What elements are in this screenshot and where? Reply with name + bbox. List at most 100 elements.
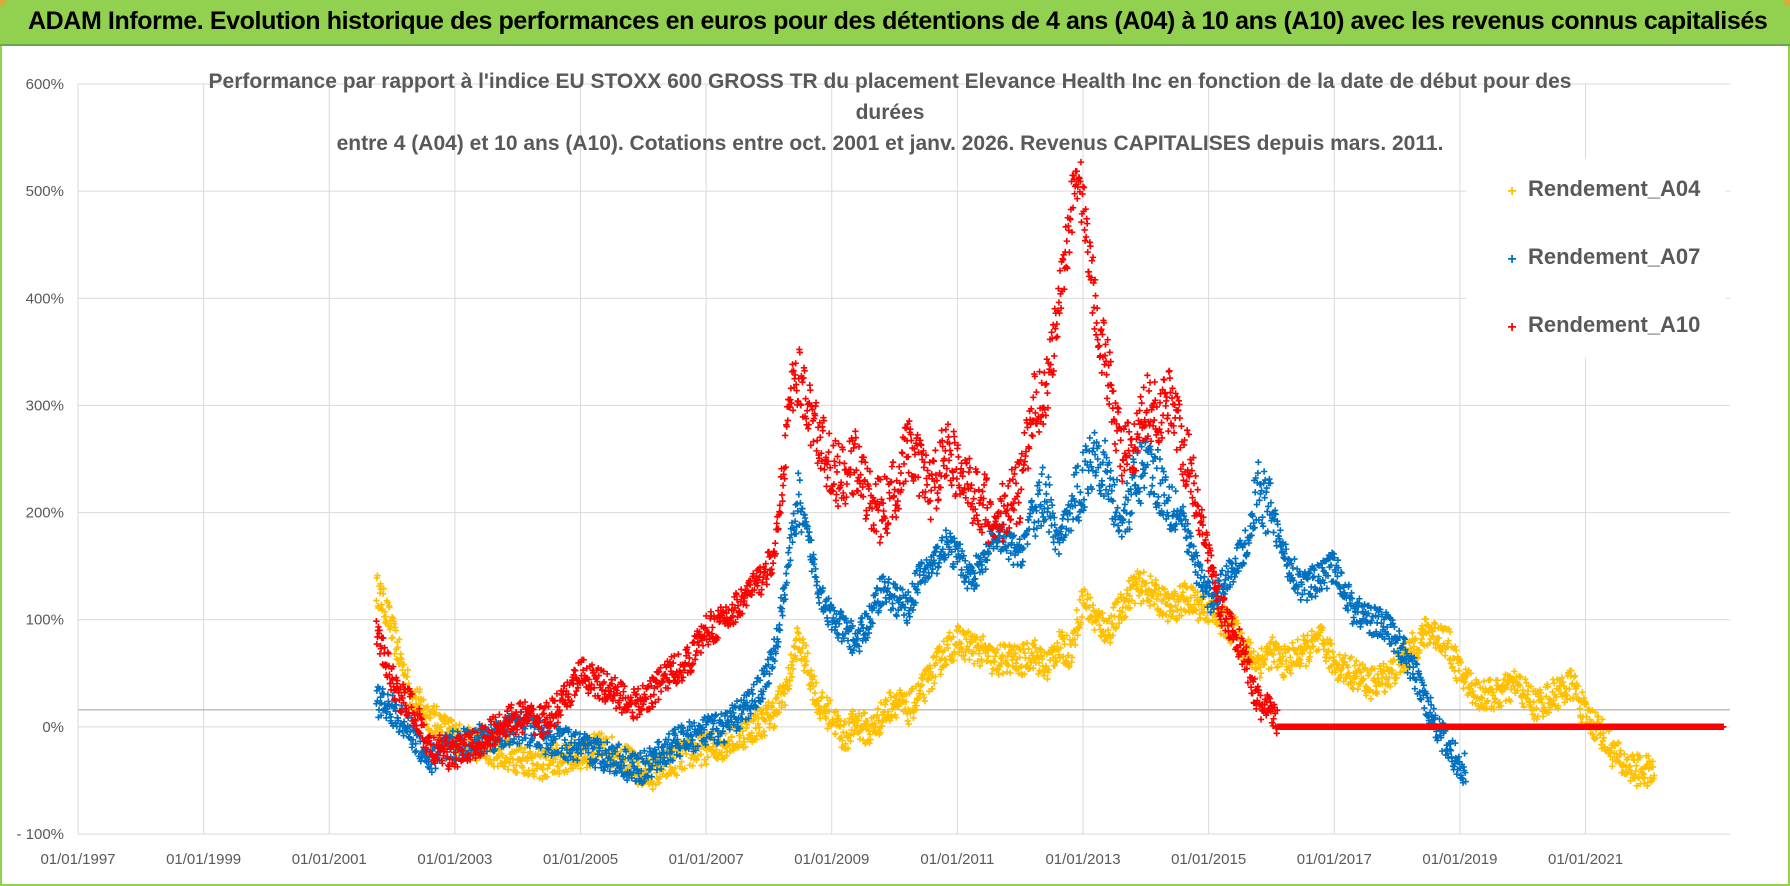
data-point	[932, 659, 940, 667]
data-point	[1025, 645, 1032, 653]
chart-frame	[0, 46, 1790, 886]
data-point	[832, 730, 839, 737]
data-point	[404, 666, 411, 673]
data-point	[1038, 470, 1045, 478]
data-point	[499, 752, 506, 759]
data-point	[1255, 459, 1262, 466]
data-point	[762, 718, 769, 725]
data-point	[1023, 639, 1031, 647]
data-point	[871, 720, 878, 727]
data-point	[1125, 518, 1133, 526]
data-point	[728, 733, 735, 741]
data-point	[1148, 482, 1156, 489]
data-point	[546, 761, 553, 768]
data-point	[781, 690, 788, 697]
y-axis-labels: 600%500%400%300%200%100%0%- 100%	[16, 76, 64, 843]
data-point	[1461, 750, 1468, 757]
data-point	[694, 752, 701, 759]
data-point	[437, 723, 444, 731]
data-point	[942, 662, 949, 669]
data-point	[1024, 540, 1031, 548]
data-point	[814, 698, 822, 705]
data-point	[384, 599, 392, 606]
data-point	[554, 762, 562, 770]
data-point	[1107, 475, 1114, 482]
data-point	[984, 657, 991, 665]
data-point	[1447, 747, 1455, 754]
data-point	[373, 597, 380, 604]
y-tick-label: 100%	[26, 612, 64, 629]
data-point	[712, 711, 720, 719]
data-point	[789, 665, 797, 673]
data-point	[811, 689, 819, 697]
data-point	[1054, 639, 1061, 647]
data-point	[1005, 649, 1012, 656]
data-point	[505, 766, 512, 773]
data-point	[893, 691, 900, 699]
data-point	[1091, 626, 1098, 634]
data-point	[951, 650, 958, 658]
x-tick-label: 01/01/1999	[166, 851, 241, 868]
data-point	[942, 527, 950, 534]
x-tick-label: 01/01/2021	[1548, 851, 1623, 868]
data-point	[456, 721, 463, 728]
data-point	[927, 668, 934, 676]
data-point	[786, 677, 794, 685]
data-point	[748, 729, 755, 737]
data-point	[1270, 529, 1277, 536]
x-tick-label: 01/01/2013	[1045, 851, 1120, 868]
data-point	[826, 697, 834, 704]
data-point	[929, 685, 936, 693]
data-point	[944, 644, 952, 652]
data-point	[760, 728, 767, 735]
data-point	[804, 649, 811, 657]
data-point	[530, 773, 538, 780]
data-point	[1020, 641, 1028, 648]
data-point	[769, 699, 776, 707]
data-point	[841, 718, 849, 725]
data-point	[913, 702, 920, 709]
data-point	[1579, 688, 1586, 696]
data-point	[754, 720, 762, 728]
series-Rendement_A07	[373, 429, 1469, 786]
data-point	[1055, 550, 1063, 558]
data-point	[938, 655, 945, 662]
data-point	[1016, 654, 1023, 661]
data-point	[902, 698, 910, 706]
data-point	[775, 709, 783, 716]
data-point	[1287, 670, 1295, 677]
data-point	[1432, 620, 1439, 628]
data-point	[832, 708, 840, 715]
data-point	[1164, 618, 1172, 625]
data-point	[455, 727, 462, 734]
data-point	[1183, 534, 1190, 541]
data-point	[673, 772, 681, 779]
data-point	[420, 696, 427, 703]
y-tick-label: 200%	[26, 505, 64, 522]
data-point	[411, 748, 419, 756]
data-point	[819, 689, 826, 696]
data-point	[391, 650, 398, 657]
data-point	[839, 737, 846, 744]
data-point	[1576, 705, 1583, 712]
data-point	[824, 700, 832, 708]
data-point	[840, 721, 848, 729]
data-point	[789, 658, 796, 665]
data-point	[801, 514, 809, 522]
data-point	[683, 750, 690, 757]
y-tick-label: 500%	[26, 183, 64, 200]
data-point	[781, 702, 789, 709]
data-point	[697, 751, 705, 758]
data-point	[1381, 688, 1389, 696]
data-point	[778, 698, 786, 706]
data-point	[385, 650, 392, 657]
data-point	[1079, 467, 1086, 474]
data-point	[1539, 713, 1547, 720]
data-point	[850, 730, 857, 738]
data-point	[783, 570, 790, 577]
data-point	[976, 650, 983, 657]
data-point	[990, 657, 997, 665]
data-point	[649, 780, 656, 787]
data-point	[964, 585, 971, 592]
data-point	[844, 745, 852, 752]
